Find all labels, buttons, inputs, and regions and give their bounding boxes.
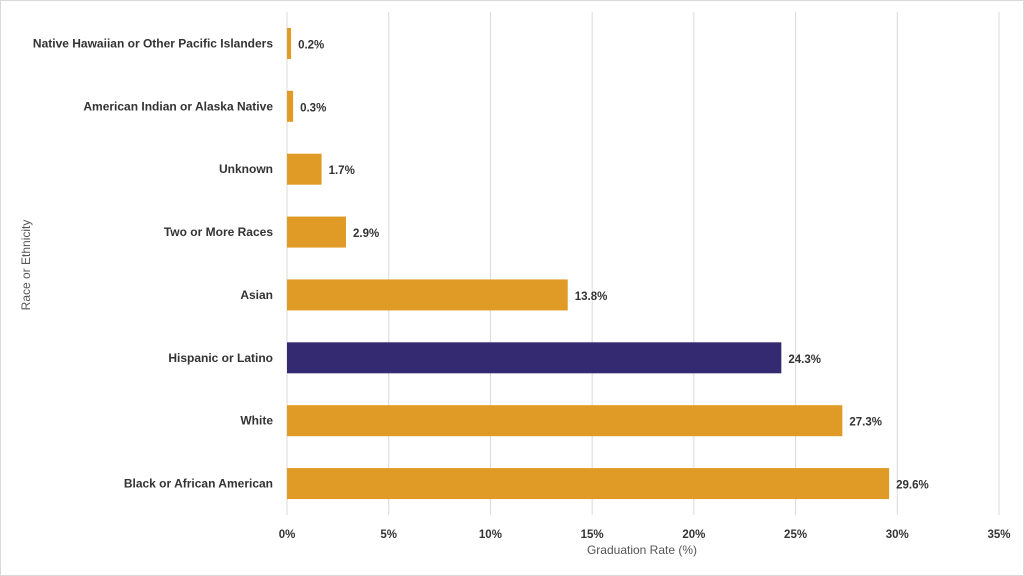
bar [287,405,843,437]
data-label: 0.2% [298,39,324,51]
x-tick-label: 20% [682,529,705,541]
bar [287,468,890,500]
bar [287,153,322,185]
x-tick-label: 0% [279,529,296,541]
category-label: Native Hawaiian or Other Pacific Islande… [33,36,273,50]
category-label: Asian [240,288,273,302]
gridlines [286,12,1000,515]
category-label: Black or African American [124,477,273,491]
x-tick-label: 5% [380,529,397,541]
value-labels: 0.2% 0.3% 1.7% 2.9% 13.8% 24.3% 27.3% 29.6% [298,39,929,491]
data-label: 13.8% [575,291,608,303]
category-label: Unknown [219,162,273,176]
bar [287,279,568,311]
bar [287,27,292,59]
bar [287,216,346,248]
x-tick-label: 10% [479,529,502,541]
category-label: Hispanic or Latino [168,351,273,365]
x-tick-labels: 0% 5% 10% 15% 20% 25% 30% 35% [279,529,1011,541]
data-label: 0.3% [300,102,326,114]
bar [287,342,782,374]
data-label: 2.9% [353,228,379,240]
x-tick-label: 30% [886,529,909,541]
bars [287,27,890,500]
data-label: 29.6% [896,480,929,492]
category-label: White [240,414,273,428]
category-label: Two or More Races [164,225,273,239]
x-tick-label: 35% [987,529,1010,541]
data-label: 27.3% [849,417,882,429]
category-labels: Native Hawaiian or Other Pacific Islande… [33,36,273,490]
x-axis-title: Graduation Rate (%) [587,543,697,557]
x-tick-label: 25% [784,529,807,541]
y-axis-title: Race or Ethnicity [19,220,33,311]
category-label: American Indian or Alaska Native [83,99,273,113]
x-tick-label: 15% [581,529,604,541]
data-label: 1.7% [329,165,355,177]
bar [287,90,294,122]
data-label: 24.3% [788,354,821,366]
